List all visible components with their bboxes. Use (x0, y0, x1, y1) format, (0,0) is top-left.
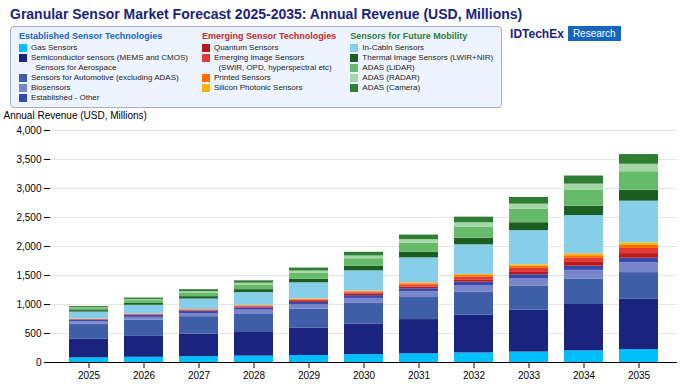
html-text:Research: Research (572, 28, 616, 39)
svg-text:2031: 2031 (408, 370, 431, 381)
svg-text:2035: 2035 (628, 370, 651, 381)
svg-text:0: 0 (36, 357, 42, 368)
svg-text:2030: 2030 (353, 370, 376, 381)
svg-text:2,000: 2,000 (16, 241, 41, 252)
html-text:Sensors for Future Mobility: Sensors for Future Mobility (350, 31, 468, 41)
svg-text:Annual Revenue (USD, Millions): Annual Revenue (USD, Millions) (4, 110, 147, 121)
html-text:Emerging Image Sensors (SWIR,: Emerging Image Sensors (SWIR, OPD, hyper… (213, 53, 332, 72)
html-text:Quantum Sensors: Quantum Sensors (213, 43, 279, 52)
svg-text:2026: 2026 (133, 370, 156, 381)
svg-text:500: 500 (25, 328, 42, 339)
svg-text:2025: 2025 (78, 370, 101, 381)
html-text:Granular Sensor Market Forecas: Granular Sensor Market Forecast 2025-203… (10, 6, 523, 22)
svg-text:2033: 2033 (518, 370, 541, 381)
html-text:Printed Sensors: Printed Sensors (213, 73, 271, 82)
html-text:In-Cabin Sensors: In-Cabin Sensors (362, 43, 425, 52)
svg-text:2028: 2028 (243, 370, 266, 381)
svg-text:3,500: 3,500 (16, 154, 41, 165)
svg-text:2032: 2032 (463, 370, 486, 381)
html-text:Silicon Photonic Sensors: Silicon Photonic Sensors (213, 83, 303, 92)
html-text:Sensors for Automotive (exclud: Sensors for Automotive (excluding ADAS) (31, 73, 179, 82)
html-text:IDTechEx: IDTechEx (510, 26, 564, 41)
html-text:ADAS (Camera): ADAS (Camera) (362, 83, 421, 92)
html-text:Biosensors: Biosensors (31, 83, 71, 92)
svg-text:1,500: 1,500 (16, 270, 41, 281)
svg-text:2027: 2027 (188, 370, 211, 381)
svg-text:1,000: 1,000 (16, 299, 41, 310)
svg-text:2034: 2034 (573, 370, 596, 381)
html-text:Emerging Sensor Technologies: Emerging Sensor Technologies (201, 31, 337, 41)
html-text:ADAS (LiDAR): ADAS (LiDAR) (362, 63, 415, 72)
html-text:Established Sensor Technologie: Established Sensor Technologies (19, 31, 163, 41)
svg-text:4,000: 4,000 (16, 125, 41, 136)
html-text:Established - Other: Established - Other (31, 93, 100, 102)
svg-text:3,000: 3,000 (16, 183, 41, 194)
html-text:ADAS (RADAR): ADAS (RADAR) (362, 73, 420, 82)
html-text:Gas Sensors: Gas Sensors (31, 43, 78, 52)
html-text:Semiconductor sensors (MEMS an: Semiconductor sensors (MEMS and CMOS) Se… (31, 53, 188, 72)
svg-text:2,500: 2,500 (16, 212, 41, 223)
svg-text:2029: 2029 (298, 370, 321, 381)
html-text:Thermal Image Sensors (LWIR+NI: Thermal Image Sensors (LWIR+NIR) (362, 53, 494, 62)
